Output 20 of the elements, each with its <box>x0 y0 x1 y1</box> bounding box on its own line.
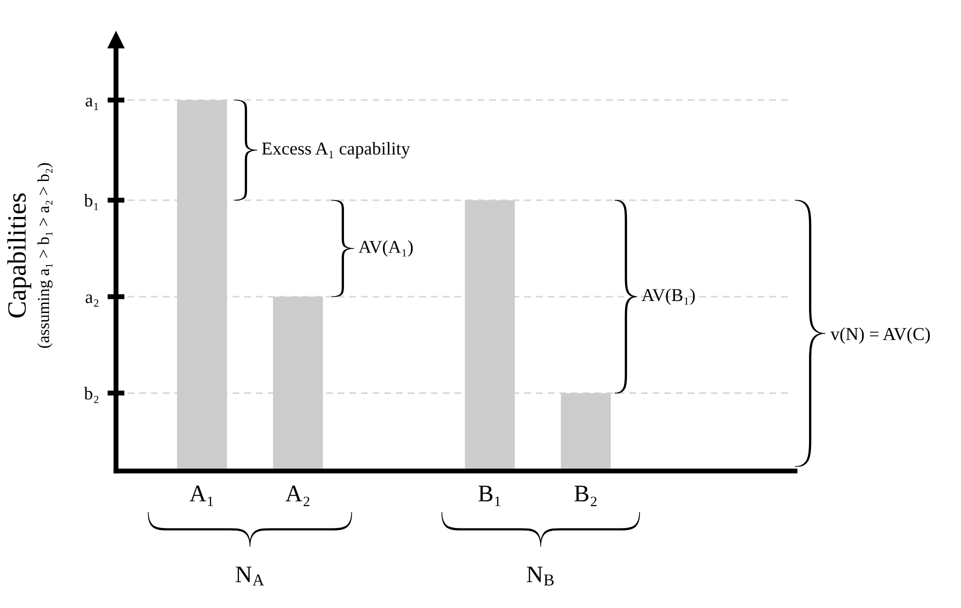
bar <box>272 296 323 471</box>
ref-line-label: b₂ <box>84 386 98 404</box>
annotation: Excess A₁ capability <box>262 142 410 158</box>
annotation: AV(A₁) <box>358 240 413 257</box>
x-tick-label: B₁ <box>478 486 500 506</box>
bar <box>560 393 611 471</box>
ref-line-label: a₂ <box>86 294 98 307</box>
x-tick-label: B₂ <box>574 486 597 506</box>
text: (assuming a₁ > b₁ > a₂ > b₂) <box>37 163 53 348</box>
x-tick-label: A₂ <box>286 486 310 506</box>
ref-line-label: b₁ <box>84 194 98 210</box>
text: N$_{A}$ <box>236 566 264 586</box>
text: v(N) = AV(C) <box>830 327 930 344</box>
ref-line-label: a₁ <box>86 98 98 110</box>
text: AV(B₁) <box>642 288 695 305</box>
bar <box>464 200 515 471</box>
bar <box>177 100 227 471</box>
text: N$_{B}$ <box>526 566 554 586</box>
y-axis-title: Capabilities <box>7 193 32 318</box>
x-tick-label: A₁ <box>190 486 213 506</box>
